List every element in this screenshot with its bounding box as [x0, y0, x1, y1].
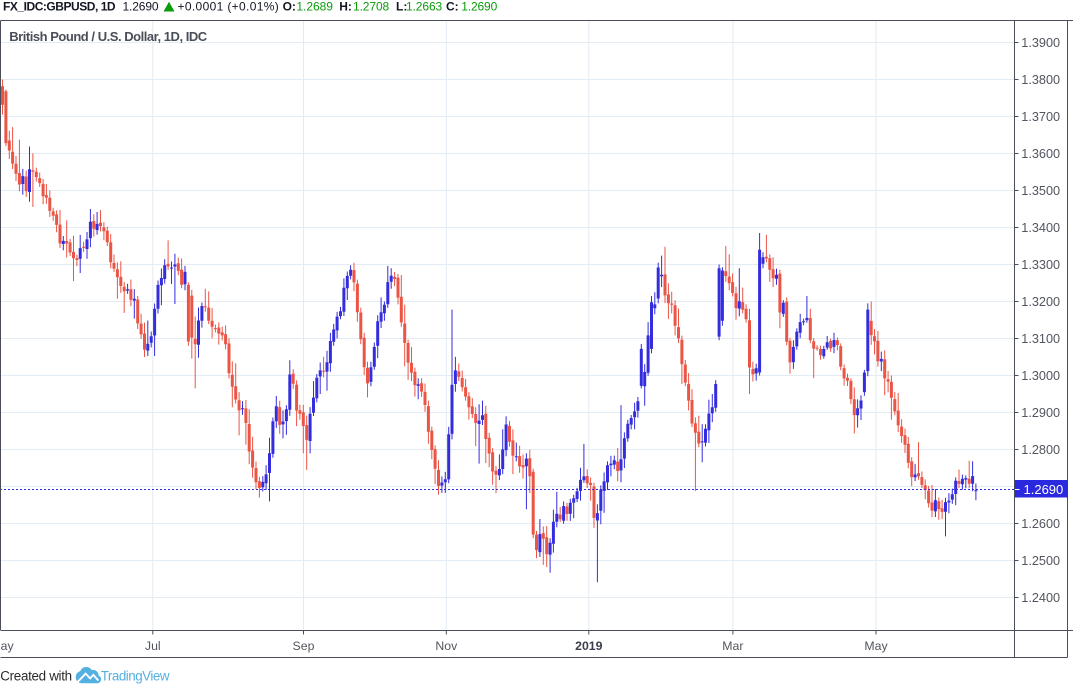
svg-text:May: May	[0, 639, 14, 653]
svg-text:Sep: Sep	[293, 639, 315, 653]
svg-text:1.3600: 1.3600	[1021, 147, 1060, 161]
svg-text:1.3800: 1.3800	[1021, 73, 1060, 87]
svg-text:Mar: Mar	[722, 639, 743, 653]
svg-text:1.3900: 1.3900	[1021, 36, 1060, 50]
svg-text:British Pound / U.S. Dollar, 1: British Pound / U.S. Dollar, 1D, IDC	[9, 29, 208, 44]
svg-text:1.2690: 1.2690	[1024, 482, 1064, 497]
svg-text:1.2900: 1.2900	[1021, 406, 1060, 420]
svg-text:1.3000: 1.3000	[1021, 369, 1060, 383]
svg-text:1.3500: 1.3500	[1021, 184, 1060, 198]
svg-text:1.3100: 1.3100	[1021, 332, 1060, 346]
svg-text:TradingView: TradingView	[101, 669, 170, 684]
svg-text:Created with: Created with	[0, 669, 72, 684]
svg-text:1.2600: 1.2600	[1021, 517, 1060, 531]
svg-text:2019: 2019	[575, 639, 603, 653]
svg-text:1.3700: 1.3700	[1021, 110, 1060, 124]
svg-text:1.3200: 1.3200	[1021, 295, 1060, 309]
svg-text:1.2500: 1.2500	[1021, 554, 1060, 568]
svg-text:1.2800: 1.2800	[1021, 443, 1060, 457]
svg-text:Jul: Jul	[145, 639, 161, 653]
svg-text:Nov: Nov	[435, 639, 458, 653]
svg-text:FX_IDC:GBPUSD, 1D1.2690+0.0001: FX_IDC:GBPUSD, 1D 1.2690 +0.0001 (+0.01%) O…	[3, 0, 498, 13]
svg-text:May: May	[864, 639, 888, 653]
svg-text:1.3300: 1.3300	[1021, 258, 1060, 272]
svg-text:1.2400: 1.2400	[1021, 591, 1060, 605]
svg-text:1.3400: 1.3400	[1021, 221, 1060, 235]
